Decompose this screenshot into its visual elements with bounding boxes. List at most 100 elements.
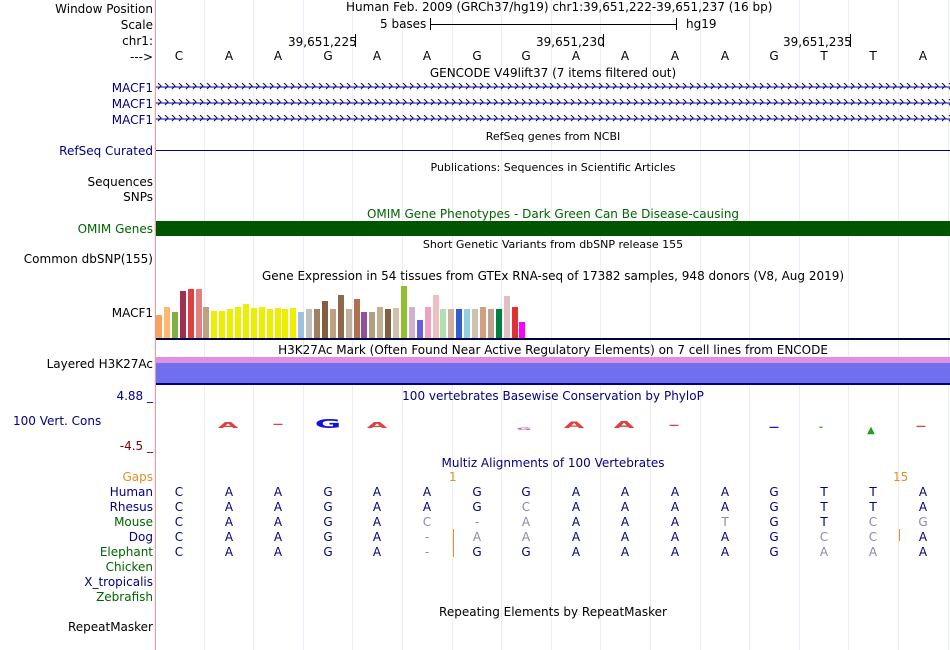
gtex-tissue-bar[interactable] <box>361 312 368 338</box>
sequences-label[interactable]: Sequences <box>87 175 153 189</box>
gtex-tissue-bar[interactable] <box>266 309 273 338</box>
logo-letter: A <box>367 421 389 430</box>
gtex-tissue-bar[interactable] <box>156 315 162 338</box>
omim-label[interactable]: OMIM Genes <box>77 222 153 236</box>
gtex-tissue-bar[interactable] <box>393 308 399 338</box>
gene-label[interactable]: MACF1 <box>111 81 153 95</box>
species-label[interactable]: Human <box>109 485 153 499</box>
h3k27ac-signal[interactable] <box>156 357 950 385</box>
gtex-tissue-bar[interactable] <box>432 295 439 338</box>
refseq-label[interactable]: RefSeq Curated <box>59 144 153 158</box>
gene-label[interactable]: MACF1 <box>111 97 153 111</box>
dbsnp-label[interactable]: Common dbSNP(155) <box>23 252 153 266</box>
gencode-transcripts[interactable] <box>156 82 950 126</box>
position-text[interactable]: Human Feb. 2009 (GRCh37/hg19) chr1:39,65… <box>346 0 773 14</box>
gtex-tissue-bar[interactable] <box>495 309 502 338</box>
aligned-base: A <box>521 530 531 544</box>
species-label[interactable]: Rhesus <box>109 500 153 514</box>
gtex-tissue-bar[interactable] <box>464 309 471 338</box>
gtex-tissue-bar[interactable] <box>274 308 281 338</box>
snps-label[interactable]: SNPs <box>123 190 153 204</box>
gtex-tissue-bar[interactable] <box>227 309 234 338</box>
repeatmasker-title[interactable]: Repeating Elements by RepeatMasker <box>439 605 667 619</box>
aligned-base: C <box>819 530 829 544</box>
dbsnp-title[interactable]: Short Genetic Variants from dbSNP releas… <box>422 238 684 251</box>
gtex-tissue-bar[interactable] <box>353 299 360 338</box>
omim-bar[interactable] <box>156 221 950 236</box>
gtex-tissue-bar[interactable] <box>298 312 305 338</box>
gtex-tissue-bar[interactable] <box>290 308 297 338</box>
species-label[interactable]: X_tropicalis <box>84 575 153 589</box>
gtex-tissue-bar[interactable] <box>258 307 265 338</box>
gtex-tissue-bar[interactable] <box>385 309 392 338</box>
gtex-tissue-bar[interactable] <box>424 307 431 338</box>
gtex-tissue-bar[interactable] <box>171 312 178 338</box>
aligned-base: G <box>323 515 333 529</box>
gtex-tissue-bar[interactable] <box>440 309 447 338</box>
gtex-tissue-bar[interactable] <box>250 308 257 338</box>
gtex-tissue-bar[interactable] <box>337 295 344 338</box>
gencode-title[interactable]: GENCODE V49lift37 (7 items filtered out) <box>429 66 677 80</box>
multiz-title[interactable]: Multiz Alignments of 100 Vertebrates <box>441 456 665 470</box>
gtex-tissue-bar[interactable] <box>187 289 194 338</box>
gtex-tissue-bar[interactable] <box>321 301 328 338</box>
reference-base: A <box>571 49 581 63</box>
gtex-tissue-bar[interactable] <box>472 309 478 338</box>
gtex-title[interactable]: Gene Expression in 54 tissues from GTEx … <box>261 269 845 283</box>
gtex-tissue-bar[interactable] <box>503 296 510 338</box>
aligned-base: A <box>273 530 283 544</box>
h3k27ac-label[interactable]: Layered H3K27Ac <box>46 357 153 371</box>
repeatmasker-label[interactable]: RepeatMasker <box>67 620 153 634</box>
reference-base: T <box>820 49 828 63</box>
omim-title[interactable]: OMIM Gene Phenotypes - Dark Green Can Be… <box>366 207 740 221</box>
gtex-tissue-bar[interactable] <box>487 309 494 338</box>
species-label[interactable]: Mouse <box>114 515 153 529</box>
gtex-tissue-bar[interactable] <box>400 286 407 338</box>
gtex-tissue-bar[interactable] <box>369 312 376 338</box>
gtex-tissue-bar[interactable] <box>479 307 486 338</box>
gtex-tissue-bar[interactable] <box>345 309 352 338</box>
gtex-tissue-bar[interactable] <box>235 307 241 338</box>
gtex-tissue-bar[interactable] <box>448 309 455 338</box>
gtex-tissue-bar[interactable] <box>203 307 210 338</box>
gtex-gene-label[interactable]: MACF1 <box>111 306 153 320</box>
transcript-line[interactable] <box>156 99 950 107</box>
h3k27ac-title[interactable]: H3K27Ac Mark (Often Found Near Active Re… <box>278 343 828 357</box>
phylop-logo[interactable]: A — G A G A A — — - ▲ — <box>156 408 950 438</box>
publications-title[interactable]: Publications: Sequences in Scientific Ar… <box>430 161 676 174</box>
aligned-base: A <box>918 500 928 514</box>
species-label[interactable]: Dog <box>128 530 153 544</box>
aligned-base: - <box>474 515 480 529</box>
gtex-tissue-bar[interactable] <box>219 311 226 338</box>
gtex-tissue-bar[interactable] <box>195 289 202 338</box>
gtex-tissue-bar[interactable] <box>329 309 336 338</box>
gtex-tissue-bar[interactable] <box>282 309 289 338</box>
gtex-tissue-bar[interactable] <box>408 307 415 338</box>
aligned-base: A <box>720 500 730 514</box>
refseq-title[interactable]: RefSeq genes from NCBI <box>485 130 621 143</box>
gtex-tissue-bar[interactable] <box>306 309 313 338</box>
transcript-line[interactable] <box>156 83 950 91</box>
species-label[interactable]: Zebrafish <box>96 590 153 604</box>
gtex-tissue-bar[interactable] <box>314 309 320 338</box>
gtex-tissue-bar[interactable] <box>163 307 170 338</box>
gtex-tissue-bar[interactable] <box>377 307 384 338</box>
refseq-line[interactable] <box>156 150 950 151</box>
species-label[interactable]: Elephant <box>99 545 153 559</box>
gtex-tissue-bar[interactable] <box>519 322 526 338</box>
gene-label[interactable]: MACF1 <box>111 113 153 127</box>
gtex-tissue-bar[interactable] <box>179 291 186 338</box>
gtex-tissue-bar[interactable] <box>242 304 249 338</box>
gtex-tissue-bar[interactable] <box>416 320 423 338</box>
gap-count: 15 <box>893 470 909 484</box>
transcript-line[interactable] <box>156 115 950 123</box>
reference-base: G <box>769 49 779 63</box>
gtex-expression[interactable] <box>156 284 656 338</box>
species-label[interactable]: Chicken <box>105 560 153 574</box>
phylop-label[interactable]: 100 Vert. Cons <box>13 414 102 428</box>
phylop-title[interactable]: 100 vertebrates Basewise Conservation by… <box>402 389 704 403</box>
gtex-tissue-bar[interactable] <box>456 309 463 338</box>
gtex-tissue-bar[interactable] <box>211 311 218 338</box>
gtex-tissue-bar[interactable] <box>511 307 518 338</box>
